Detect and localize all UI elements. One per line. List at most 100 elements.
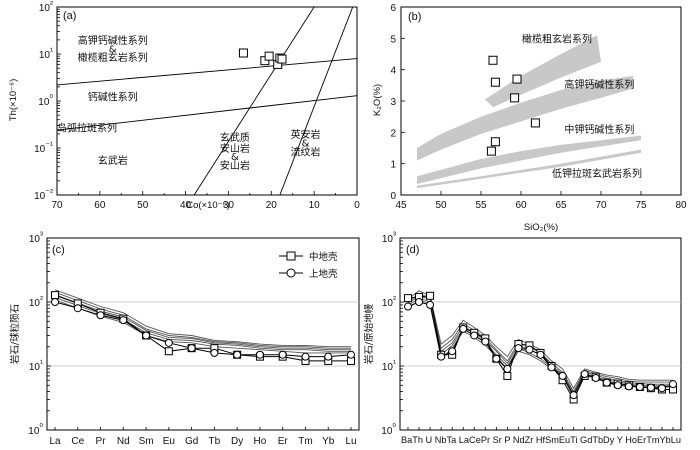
panel-c-circle-marker [73, 304, 82, 313]
legend-square-marker [286, 251, 296, 261]
panel-b-boundary-band [485, 35, 601, 108]
panel-d-circle-marker [470, 331, 479, 340]
panel-a-field-label: & [302, 139, 310, 150]
panel-c-sample-line [54, 296, 351, 352]
panel-a-field-label: 高钾钙碱性系列 [78, 34, 148, 47]
panel-c-ytick-label: 10⁰ [28, 422, 43, 437]
panel-d-reference-line [407, 295, 673, 401]
panel-d-circle-marker [657, 384, 666, 393]
panel-a-xtick-label: 40 [180, 200, 192, 211]
panel-c-xtick-label: Ce [71, 436, 84, 447]
panel-a-boundary-line [193, 7, 315, 195]
panel-c-circle-marker [347, 350, 355, 359]
panel-d-circle-marker [591, 373, 600, 382]
panel-d-ytick-label: 10⁰ [381, 422, 396, 437]
panel-a-field-label: 玄武岩 [98, 154, 128, 167]
legend-label-middle-crust: 中地壳 [309, 251, 338, 263]
panel-a-ytick-label: 10⁻¹ [34, 140, 53, 155]
panel-a-xtick-label: 10 [309, 200, 321, 211]
panel-a-xtick-label: 70 [51, 200, 63, 211]
legend-circle-marker [286, 268, 296, 278]
panel-c-circle-marker [255, 350, 264, 359]
panel-c-circle-marker [51, 298, 59, 306]
panel-d-circle-marker [547, 363, 556, 372]
panel-d-axes [400, 237, 674, 431]
panel-b-field-label: 中钾钙碱性系列 [564, 123, 634, 136]
panel-c-circle-marker [210, 348, 219, 357]
panel-c-square-marker [51, 291, 59, 300]
panel-d-circle-marker [437, 352, 446, 361]
panel-a-field-label: & [231, 152, 239, 163]
panel-b-xtick-label: 80 [675, 200, 687, 211]
panel-d-square-marker [503, 371, 512, 380]
panel-d-circle-marker [514, 344, 523, 353]
panel-d-label: (d) [406, 244, 419, 256]
panel-d-circle-marker [448, 347, 457, 356]
panel-b-sample-point [490, 77, 500, 87]
panel-b-ytick-label: 6 [390, 3, 396, 14]
panel-c-circle-marker [301, 352, 310, 361]
panel-c-sample-line [54, 291, 351, 349]
panel-d-circle-marker [558, 371, 567, 380]
panel-d-circle-marker [415, 298, 424, 306]
panel-d-circle-marker [503, 364, 512, 373]
panel-a-field-label: & [109, 45, 117, 56]
panel-c-circle-marker [187, 344, 196, 353]
panel-a-field-label: 钙碱性系列 [88, 90, 138, 103]
panel-b-ytick-label: 4 [390, 66, 396, 77]
panel-a-boundary-line [57, 58, 357, 86]
panel-b-xlabel: SiO₂(%) [524, 222, 558, 233]
panel-c-circle-marker [142, 331, 151, 340]
panel-a-sample-point [277, 54, 287, 64]
panel-a-boundary-line [57, 95, 357, 131]
panel-c-circle-marker [324, 352, 333, 361]
panel-a-field-label: 英安岩 [291, 128, 321, 141]
panel-d-circle-marker [536, 350, 545, 359]
panel-b-ytick-label: 0 [390, 191, 396, 202]
panel-a-field-label: 安山岩 [220, 142, 250, 155]
panel-a-ytick-label: 10² [39, 0, 53, 14]
panel-d-ytick-label: 10¹ [382, 358, 396, 373]
panel-d-sample-line [407, 290, 673, 390]
panel-b-xtick-label: 70 [595, 200, 607, 211]
panel-c-xtick-label: Eu [163, 436, 175, 447]
panel-d-circle-marker [569, 391, 578, 400]
panel-d-circle-marker [624, 382, 633, 391]
panel-c-label: (c) [52, 244, 65, 256]
panel-c-axes: La Ce Pr Nd Sm Eu Gd Tb Dy Ho Er Tm Yb Lu [47, 237, 357, 447]
panel-a-plot [57, 7, 357, 195]
panel-b-xtick-label: 75 [635, 200, 647, 211]
panel-a-field-label: 流纹岩 [291, 145, 321, 158]
panel-a-sample-point [264, 51, 274, 61]
panel-a-field-label: 橄榄粗玄岩系列 [78, 51, 148, 64]
panel-c-sample-line [54, 294, 351, 351]
panel-c-square-marker [164, 347, 173, 356]
panel-d-sample-line [407, 295, 673, 394]
panel-d-sample-line [407, 293, 673, 393]
panel-b-field-label: 低钾拉斑玄武岩系列 [552, 167, 642, 180]
panel-d-circle-marker [459, 324, 468, 333]
panel-b-boundary-band [417, 135, 641, 184]
panel-b-boundary-band [417, 149, 641, 189]
panel-c-circle-marker [278, 350, 287, 359]
panel-b-boundary-band [417, 75, 633, 161]
panel-c-plot [51, 289, 355, 365]
panel-c-sample-line [54, 299, 351, 354]
panel-c-xtick-label: Er [278, 436, 289, 447]
panel-c-circle-marker [164, 338, 173, 347]
panel-c-frame [46, 237, 360, 431]
panel-d-circle-marker [602, 378, 611, 387]
panel-d-circle-marker [492, 354, 501, 363]
panel-d-plot [404, 290, 677, 404]
panel-d-circle-marker [635, 382, 644, 391]
panel-b-ytick-label: 5 [390, 34, 396, 45]
panel-b-ytick-label: 3 [390, 97, 396, 108]
panel-d-circle-marker [481, 337, 490, 346]
panel-a-xtick-label: 60 [94, 200, 106, 211]
panel-a-ytick-label: 10⁻² [34, 187, 53, 202]
legend-label-upper-crust: 上地壳 [309, 268, 338, 280]
panel-c-xtick-label: Lu [345, 436, 356, 447]
panel-b-ylabel: K₂O(%) [372, 84, 383, 116]
panel-b-sample-point [486, 146, 496, 156]
